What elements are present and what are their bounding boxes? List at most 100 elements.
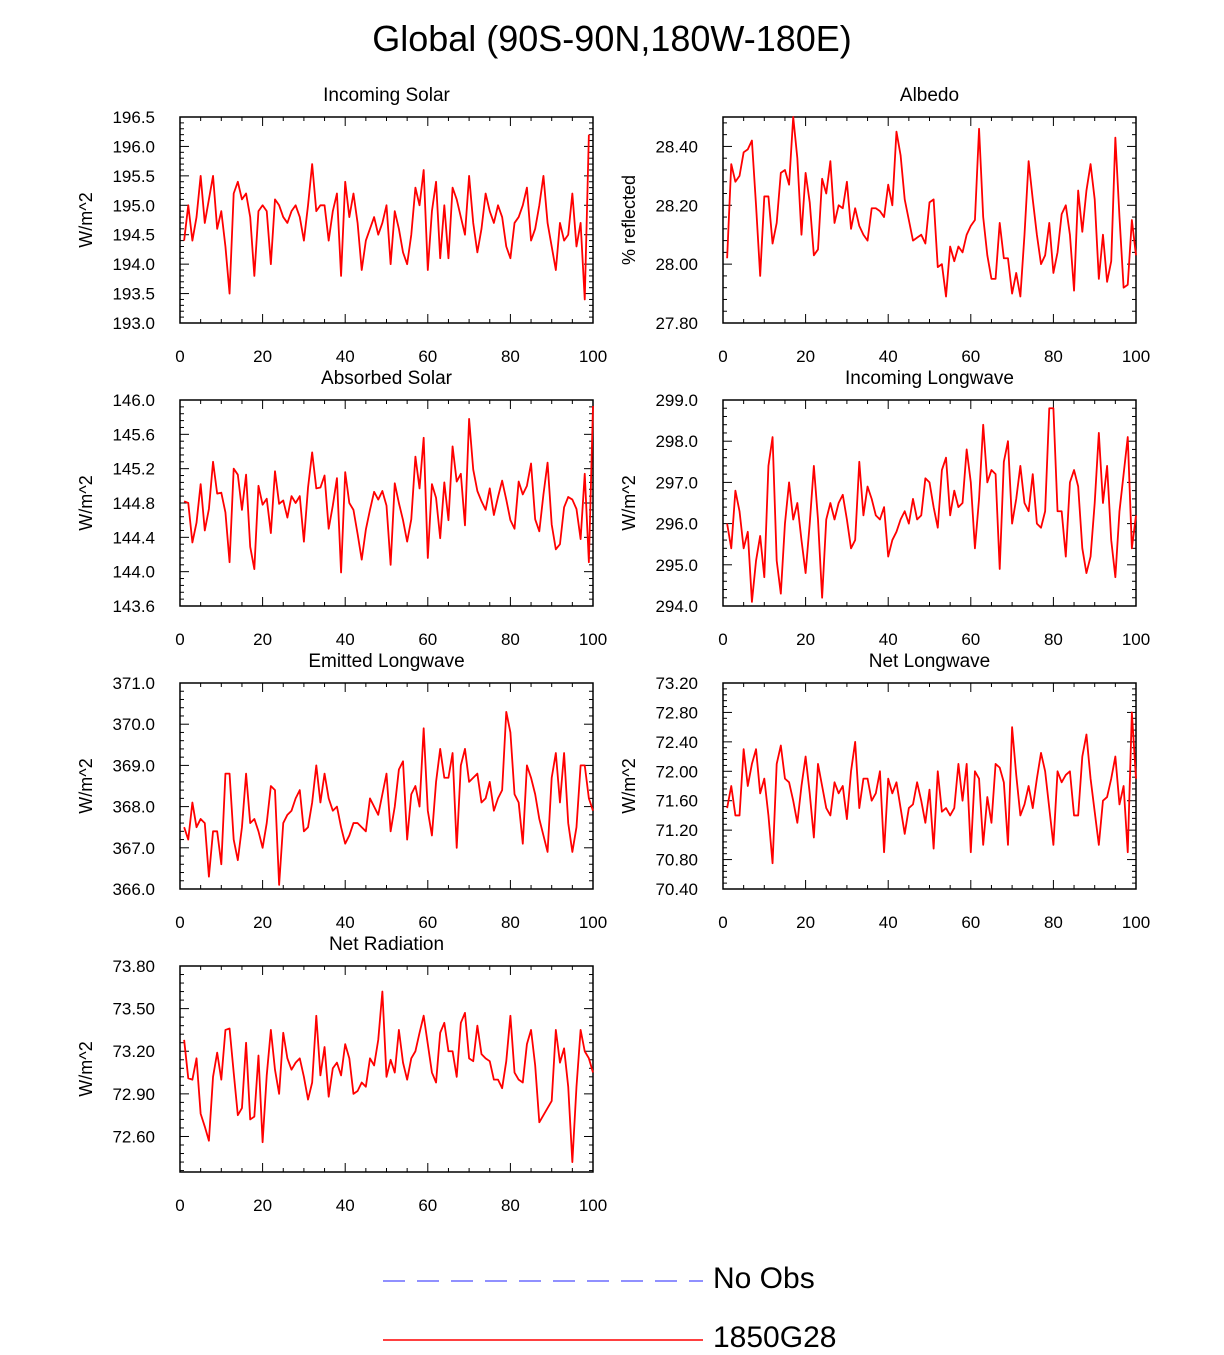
- y-tick-label: 371.0: [112, 674, 155, 693]
- y-axis-label: W/m^2: [76, 1041, 96, 1096]
- x-tick-label: 40: [336, 630, 355, 649]
- x-tick-label: 100: [579, 913, 607, 932]
- y-tick-label: 70.80: [655, 851, 698, 870]
- x-tick-label: 60: [418, 630, 437, 649]
- y-tick-label: 73.80: [112, 957, 155, 976]
- y-axis-label: W/m^2: [76, 192, 96, 247]
- panel-net-radiation: 0 20 40 60 80 100 72.60 72.90 73.20 73.50 73.80 Net…: [76, 934, 607, 1215]
- x-tick-label: 40: [879, 347, 898, 366]
- x-tick-label: 0: [175, 630, 184, 649]
- panel-title: Incoming Longwave: [845, 368, 1014, 389]
- y-axis-label: W/m^2: [76, 475, 96, 530]
- y-tick-label: 196.5: [112, 108, 155, 127]
- x-tick-label: 80: [1044, 347, 1063, 366]
- x-tick-label: 20: [253, 913, 272, 932]
- y-tick-label: 73.20: [112, 1042, 155, 1061]
- panel-title: Net Longwave: [869, 651, 990, 672]
- plot-frame: [179, 116, 594, 324]
- y-tick-label: 369.0: [112, 756, 155, 775]
- y-axis-label: W/m^2: [76, 758, 96, 813]
- x-tick-label: 20: [253, 1196, 272, 1215]
- series-line-1850g28: [726, 407, 1137, 603]
- y-tick-label: 297.0: [655, 473, 698, 492]
- panel-incoming-solar: 0 20 40 60 80 100 193.0 193.5 194.0 194.5 195.0 195…: [76, 85, 607, 366]
- x-tick-label: 0: [718, 913, 727, 932]
- panel-absorbed-solar: 0 20 40 60 80 100 143.6 144.0 144.4 144.8 145.2 145…: [76, 368, 607, 649]
- y-tick-label: 196.0: [112, 137, 155, 156]
- y-tick-label: 295.0: [655, 556, 698, 575]
- x-tick-label: 0: [718, 347, 727, 366]
- y-tick-label: 367.0: [112, 839, 155, 858]
- x-tick-label: 0: [175, 347, 184, 366]
- y-axis-label: W/m^2: [619, 758, 639, 813]
- x-tick-label: 80: [1044, 913, 1063, 932]
- y-tick-label: 366.0: [112, 880, 155, 899]
- figure-title: Global (90S-90N,180W-180E): [372, 18, 852, 59]
- y-tick-label: 72.80: [655, 703, 698, 722]
- series-line-1850g28: [726, 711, 1137, 865]
- y-tick-label: 73.20: [655, 674, 698, 693]
- y-tick-label: 368.0: [112, 798, 155, 817]
- x-tick-label: 40: [879, 913, 898, 932]
- y-tick-label: 194.5: [112, 226, 155, 245]
- series-line-1850g28: [183, 134, 590, 301]
- y-tick-label: 299.0: [655, 391, 698, 410]
- panel-incoming-longwave: 0 20 40 60 80 100 294.0 295.0 296.0 297.0 298.0 299…: [619, 368, 1150, 649]
- y-tick-label: 194.0: [112, 255, 155, 274]
- x-tick-label: 80: [501, 347, 520, 366]
- y-axis-label: % reflected: [619, 175, 639, 265]
- x-tick-label: 60: [961, 913, 980, 932]
- x-tick-label: 60: [418, 913, 437, 932]
- y-tick-label: 72.00: [655, 762, 698, 781]
- panel-title: Albedo: [900, 85, 959, 106]
- x-tick-label: 20: [253, 347, 272, 366]
- x-tick-label: 20: [796, 913, 815, 932]
- y-tick-label: 193.5: [112, 285, 155, 304]
- x-tick-label: 0: [718, 630, 727, 649]
- y-tick-label: 28.00: [655, 255, 698, 274]
- chart-panels: 0 20 40 60 80 100 193.0 193.5 194.0 194.5 195.0 195…: [76, 85, 1150, 1215]
- x-tick-label: 40: [336, 347, 355, 366]
- plot-frame: [722, 399, 1137, 607]
- y-tick-label: 72.60: [112, 1127, 155, 1146]
- y-tick-label: 298.0: [655, 432, 698, 451]
- y-tick-label: 27.80: [655, 314, 698, 333]
- y-tick-label: 370.0: [112, 715, 155, 734]
- legend-label-no-obs: No Obs: [713, 1262, 815, 1295]
- x-tick-label: 80: [501, 630, 520, 649]
- y-tick-label: 294.0: [655, 597, 698, 616]
- series-line-1850g28: [726, 116, 1137, 298]
- y-tick-label: 70.40: [655, 880, 698, 899]
- y-tick-label: 193.0: [112, 314, 155, 333]
- panel-emitted-longwave: 0 20 40 60 80 100 366.0 367.0 368.0 369.0 370.0 371…: [76, 651, 607, 932]
- y-tick-label: 195.0: [112, 196, 155, 215]
- plot-frame: [722, 116, 1137, 324]
- x-tick-label: 60: [418, 1196, 437, 1215]
- y-tick-label: 72.40: [655, 733, 698, 752]
- x-tick-label: 100: [579, 1196, 607, 1215]
- y-tick-label: 195.5: [112, 167, 155, 186]
- series-line-1850g28: [183, 405, 594, 574]
- x-tick-label: 40: [336, 913, 355, 932]
- y-tick-label: 73.50: [112, 1000, 155, 1019]
- y-tick-label: 146.0: [112, 391, 155, 410]
- y-tick-label: 144.8: [112, 494, 155, 513]
- panel-title: Incoming Solar: [323, 85, 450, 106]
- y-tick-label: 145.6: [112, 425, 155, 444]
- x-tick-label: 0: [175, 913, 184, 932]
- x-tick-label: 100: [1122, 913, 1150, 932]
- x-tick-label: 100: [579, 347, 607, 366]
- y-axis-label: W/m^2: [619, 475, 639, 530]
- y-tick-label: 28.40: [655, 137, 698, 156]
- x-tick-label: 60: [418, 347, 437, 366]
- x-tick-label: 100: [1122, 347, 1150, 366]
- plot-frame: [722, 682, 1137, 890]
- series-line-1850g28: [183, 990, 594, 1163]
- x-tick-label: 100: [1122, 630, 1150, 649]
- x-tick-label: 40: [879, 630, 898, 649]
- series-line-1850g28: [183, 710, 594, 886]
- y-tick-label: 71.20: [655, 821, 698, 840]
- x-tick-label: 80: [501, 913, 520, 932]
- y-tick-label: 72.90: [112, 1085, 155, 1104]
